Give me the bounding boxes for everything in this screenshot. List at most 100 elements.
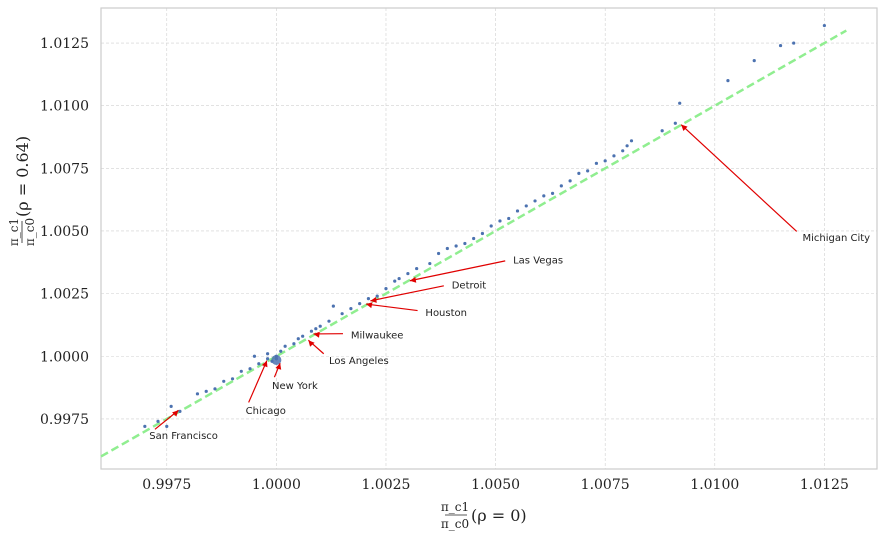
data-point [393,279,397,283]
annotation-arrowhead [370,296,377,303]
data-point [274,354,278,358]
y-tick-label: 1.0075 [40,161,89,177]
x-label-denominator: π_c0 [441,517,469,531]
data-point [375,294,379,298]
data-point [222,379,226,383]
data-point [678,101,682,105]
annotation: Michigan City [680,124,870,244]
annotation-arrow [680,124,798,232]
data-point [292,342,296,346]
data-point [309,329,314,333]
x-tick-label: 1.0050 [471,477,520,493]
x-axis-ticks: 0.9975 1.0000 1.0025 1.0050 1.0075 1.0100 1.01… [142,477,849,493]
data-point [252,354,257,358]
data-point [480,231,485,236]
data-point [629,139,634,143]
annotation-label: Las Vegas [513,256,563,267]
annotation-arrowhead [275,363,282,370]
data-point [318,324,322,328]
data-point [445,246,449,251]
annotation-arrowhead [366,302,373,309]
data-point [792,41,796,45]
data-point [358,302,362,306]
data-point [603,159,607,163]
data-point [274,357,278,361]
annotations: Michigan City Las Vegas Detroit Houston Milw… [149,124,870,442]
fit-line-segment [100,29,847,458]
data-point [301,334,305,338]
data-point [143,424,147,429]
annotation-label: Michigan City [802,233,870,244]
annotation-label: San Francisco [149,431,218,442]
data-point [283,344,287,348]
data-point [265,357,270,361]
data-point [533,199,537,203]
annotation-arrowhead [261,360,268,368]
annotation: Detroit [370,281,486,303]
x-axis-label: π_c1 π_c0 (ρ = 0) [441,500,527,531]
data-point [195,392,200,396]
data-point [415,266,419,271]
annotation-label: Chicago [246,406,286,417]
x-tick-label: 0.9975 [142,477,191,493]
data-points [143,23,826,429]
y-tick-label: 1.0000 [40,349,89,365]
data-point [406,271,410,276]
data-point [239,369,243,373]
x-label-suffix: (ρ = 0) [471,506,527,525]
annotation-label: New York [272,381,318,392]
data-point [428,261,432,266]
annotation-arrow [370,285,444,302]
annotation-label: Los Angeles [329,356,389,367]
y-label-numerator: π_c1 [7,218,21,246]
annotation-arrowhead [313,331,320,338]
data-point [586,169,590,173]
data-point [625,144,629,148]
y-tick-label: 1.0050 [40,224,89,240]
data-point [397,276,401,281]
data-point [454,244,458,248]
data-point [752,59,756,63]
data-point [349,307,353,311]
data-point [204,389,208,393]
data-point [230,377,235,381]
data-point [550,191,555,196]
data-point [778,43,783,48]
data-point [327,319,331,323]
data-point [178,409,182,413]
data-point [822,23,826,28]
y-axis-ticks: 0.9975 1.0000 1.0025 1.0050 1.0075 1.0100 1.01… [40,36,89,428]
annotation-label: Detroit [452,281,487,292]
data-point [515,209,520,213]
annotation-arrowhead [308,340,315,347]
data-point [213,387,217,391]
data-point [673,121,677,125]
data-point [594,161,599,165]
data-point [296,337,300,341]
x-tick-label: 1.0100 [690,477,739,493]
annotation-arrowhead [172,410,179,417]
data-point [156,419,160,423]
annotation: Chicago [246,360,286,417]
data-point [621,149,625,153]
annotation: Houston [365,302,467,319]
data-point [265,352,270,356]
annotation-arrow [409,260,506,282]
x-tick-label: 1.0075 [581,477,630,493]
annotation-label: Milwaukee [351,331,404,342]
x-tick-label: 1.0025 [361,477,410,493]
y-tick-label: 1.0025 [40,287,89,303]
annotation-arrowhead [681,124,688,131]
y-tick-label: 0.9975 [40,412,89,428]
data-point [340,312,344,316]
data-point [366,297,371,301]
data-point [314,327,318,331]
data-point [559,184,563,188]
x-label-numerator: π_c1 [441,500,469,514]
data-point [660,129,664,133]
data-point [726,79,730,83]
data-point [577,171,581,175]
annotation: New York [272,362,318,392]
grid [101,8,877,469]
